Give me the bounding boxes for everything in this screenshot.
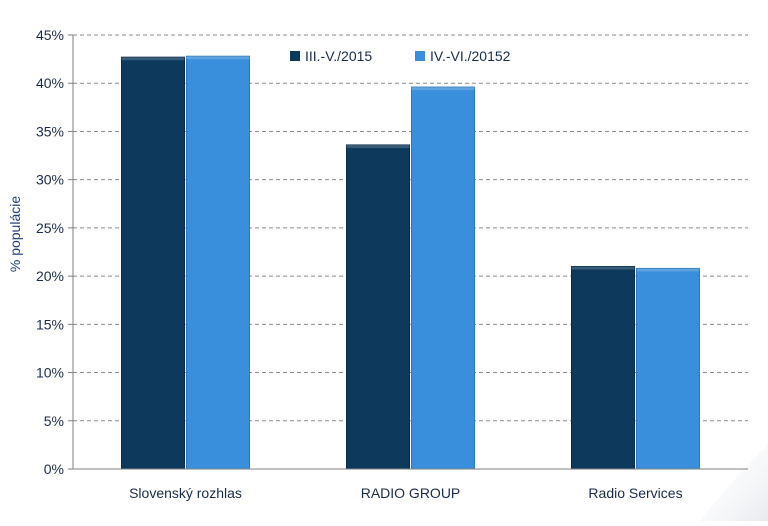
y-tick-label: 35% [36,123,64,139]
legend-swatch [290,51,300,61]
bars [121,55,700,470]
y-tick-label: 0% [44,461,64,477]
x-tick-label: Slovenský rozhlas [129,485,242,501]
y-tick-label: 45% [36,27,64,43]
legend: III.-V./2015 IV.-VI./20152 [290,48,511,64]
legend-label: III.-V./2015 [305,48,372,64]
legend-swatch [415,51,425,61]
bar-highlight [186,56,250,60]
y-tick-label: 40% [36,75,64,91]
bar-2-slovensk-rozhlas [186,55,250,470]
y-tick-label: 20% [36,268,64,284]
x-tick-labels: Slovenský rozhlas RADIO GROUP Radio Servic… [129,485,682,501]
bar-2-radio-services [636,267,700,470]
y-tick-label: 15% [36,316,64,332]
y-tick-label: 10% [36,365,64,381]
y-axis-label: % populácie [7,196,23,272]
legend-label: IV.-VI./20152 [430,48,511,64]
bar-highlight [636,268,700,272]
bar-1-radio-group [346,144,410,470]
y-tick-label: 5% [44,413,64,429]
bar-highlight [571,266,635,270]
bar-highlight [346,144,410,148]
legend-item-series-1: III.-V./2015 [290,48,372,64]
bar-2-radio-group [411,86,475,470]
bar-highlight [121,57,185,61]
bar-highlight [411,87,475,91]
y-tick-labels: 0% 5% 10% 15% 20% 25% 30% 35% 40% 45% [36,27,64,477]
y-tick-label: 25% [36,220,64,236]
bar-1-radio-services [571,265,635,470]
x-tick-label: Radio Services [588,485,682,501]
decorative-corner-swoosh [700,445,768,521]
bar-1-slovensk-rozhlas [121,56,185,470]
y-tick-label: 30% [36,172,64,188]
legend-item-series-2: IV.-VI./20152 [415,48,511,64]
x-tick-label: RADIO GROUP [361,485,461,501]
axes [68,34,748,470]
gridlines [73,34,748,422]
